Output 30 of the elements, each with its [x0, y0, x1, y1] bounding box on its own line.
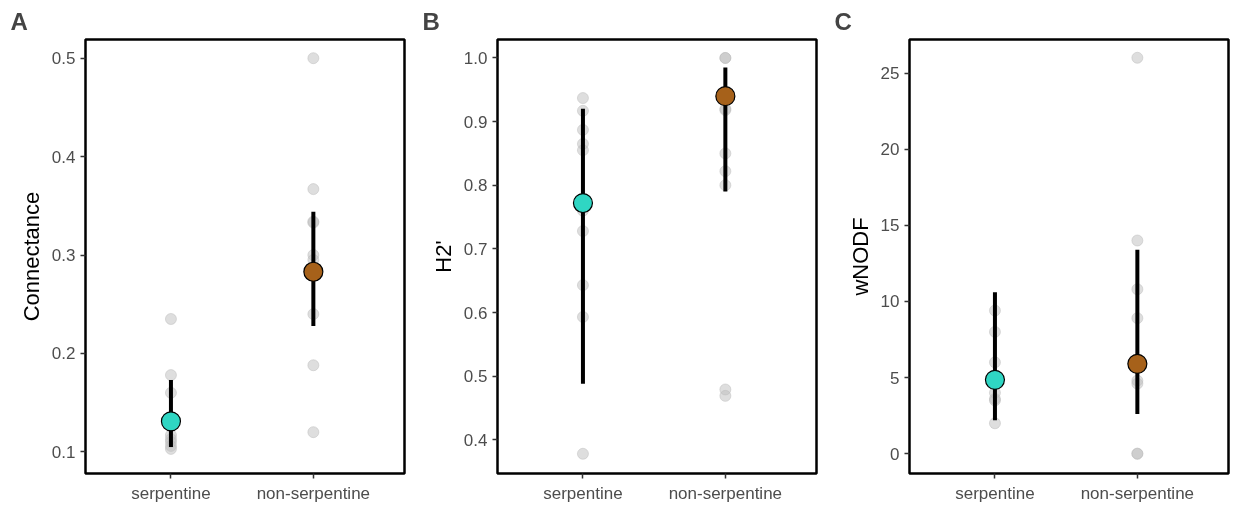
x-tick-label: serpentine [543, 483, 623, 503]
y-tick-label: 1.0 [463, 48, 488, 68]
y-tick-label: 0.1 [51, 442, 76, 462]
y-axis-title: Connectance [18, 191, 44, 322]
y-tick-label: 0.4 [51, 147, 76, 167]
x-tick-label: non-serpentine [668, 483, 783, 503]
y-tick-label: 0.2 [51, 344, 76, 364]
chart-title: B [422, 7, 440, 35]
y-tick-label: 10 [880, 292, 900, 312]
y-tick-label: 0.6 [463, 303, 488, 323]
y-tick-label: 0.9 [463, 112, 488, 132]
y-tick-label: 0.5 [51, 49, 76, 69]
x-tick-label: non-serpentine [1080, 483, 1195, 503]
x-tick-label: serpentine [955, 483, 1035, 503]
y-tick-label: 0.3 [51, 246, 76, 266]
chart-title: A [10, 7, 28, 35]
y-axis-title: wNODF [847, 217, 873, 297]
y-tick-label: 0.7 [463, 239, 488, 259]
y-tick-label: 0.5 [463, 367, 488, 387]
y-tick-label: 20 [880, 140, 900, 160]
y-tick-label: 25 [880, 64, 900, 83]
chart-title: C [834, 7, 852, 35]
y-tick-label: 0 [890, 444, 900, 464]
y-tick-label: 0.4 [463, 430, 488, 450]
y-tick-label: 15 [880, 216, 900, 236]
x-tick-label: serpentine [131, 483, 211, 503]
y-tick-label: 5 [890, 368, 900, 388]
y-tick-label: 0.8 [463, 176, 488, 196]
y-axis-title: H2' [430, 240, 456, 273]
x-tick-label: non-serpentine [256, 483, 371, 503]
